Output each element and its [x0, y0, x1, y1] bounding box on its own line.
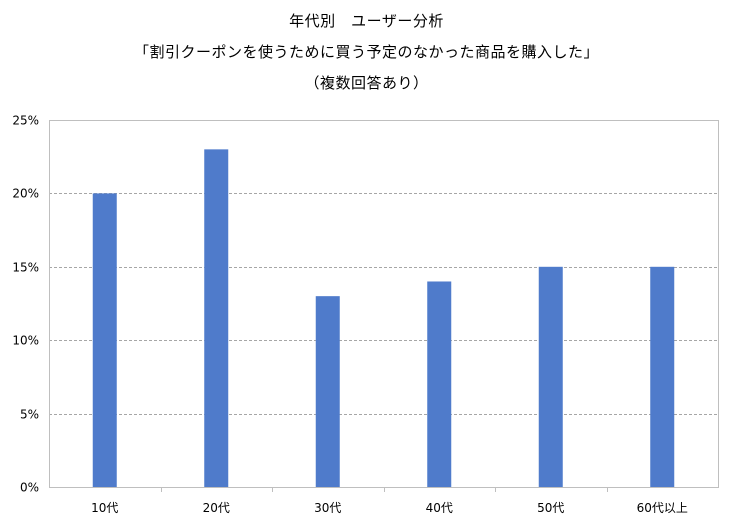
bar-1 [92, 193, 117, 487]
chart-title-line-1: 年代別 ユーザー分析 [289, 12, 444, 30]
x-tick-label: 30代 [314, 501, 341, 515]
y-tick-label: 5% [20, 408, 39, 422]
y-tick-label: 20% [12, 187, 39, 201]
x-tick-label: 40代 [426, 501, 453, 515]
x-tick-label: 60代以上 [637, 501, 688, 515]
bar-3 [315, 296, 340, 487]
bar-6 [650, 266, 675, 487]
gridlines [49, 193, 718, 415]
y-tick-label: 10% [12, 334, 39, 348]
chart-title: 年代別 ユーザー分析 「割引クーポンを使うために買う予定のなかった商品を購入した… [0, 6, 733, 99]
x-tick-label: 10代 [91, 501, 118, 515]
chart-title-line-3: （複数回答あり） [304, 74, 429, 92]
axes [49, 120, 719, 492]
y-tick-label: 25% [12, 114, 39, 128]
bar-5 [538, 266, 563, 487]
chart-title-line-2: 「割引クーポンを使うために買う予定のなかった商品を購入した」 [133, 43, 599, 61]
x-tick-label: 20代 [203, 501, 230, 515]
bar-4 [427, 281, 452, 487]
bars [92, 149, 675, 488]
plot-frame [49, 120, 719, 488]
y-tick-label: 0% [20, 481, 39, 495]
x-tick-labels: 10代 20代 30代 40代 50代 60代以上 [91, 501, 688, 515]
bar-2 [204, 149, 229, 488]
y-tick-label: 15% [12, 261, 39, 275]
y-tick-labels: 0% 5% 10% 15% 20% 25% [12, 114, 39, 495]
x-tick-label: 50代 [537, 501, 564, 515]
